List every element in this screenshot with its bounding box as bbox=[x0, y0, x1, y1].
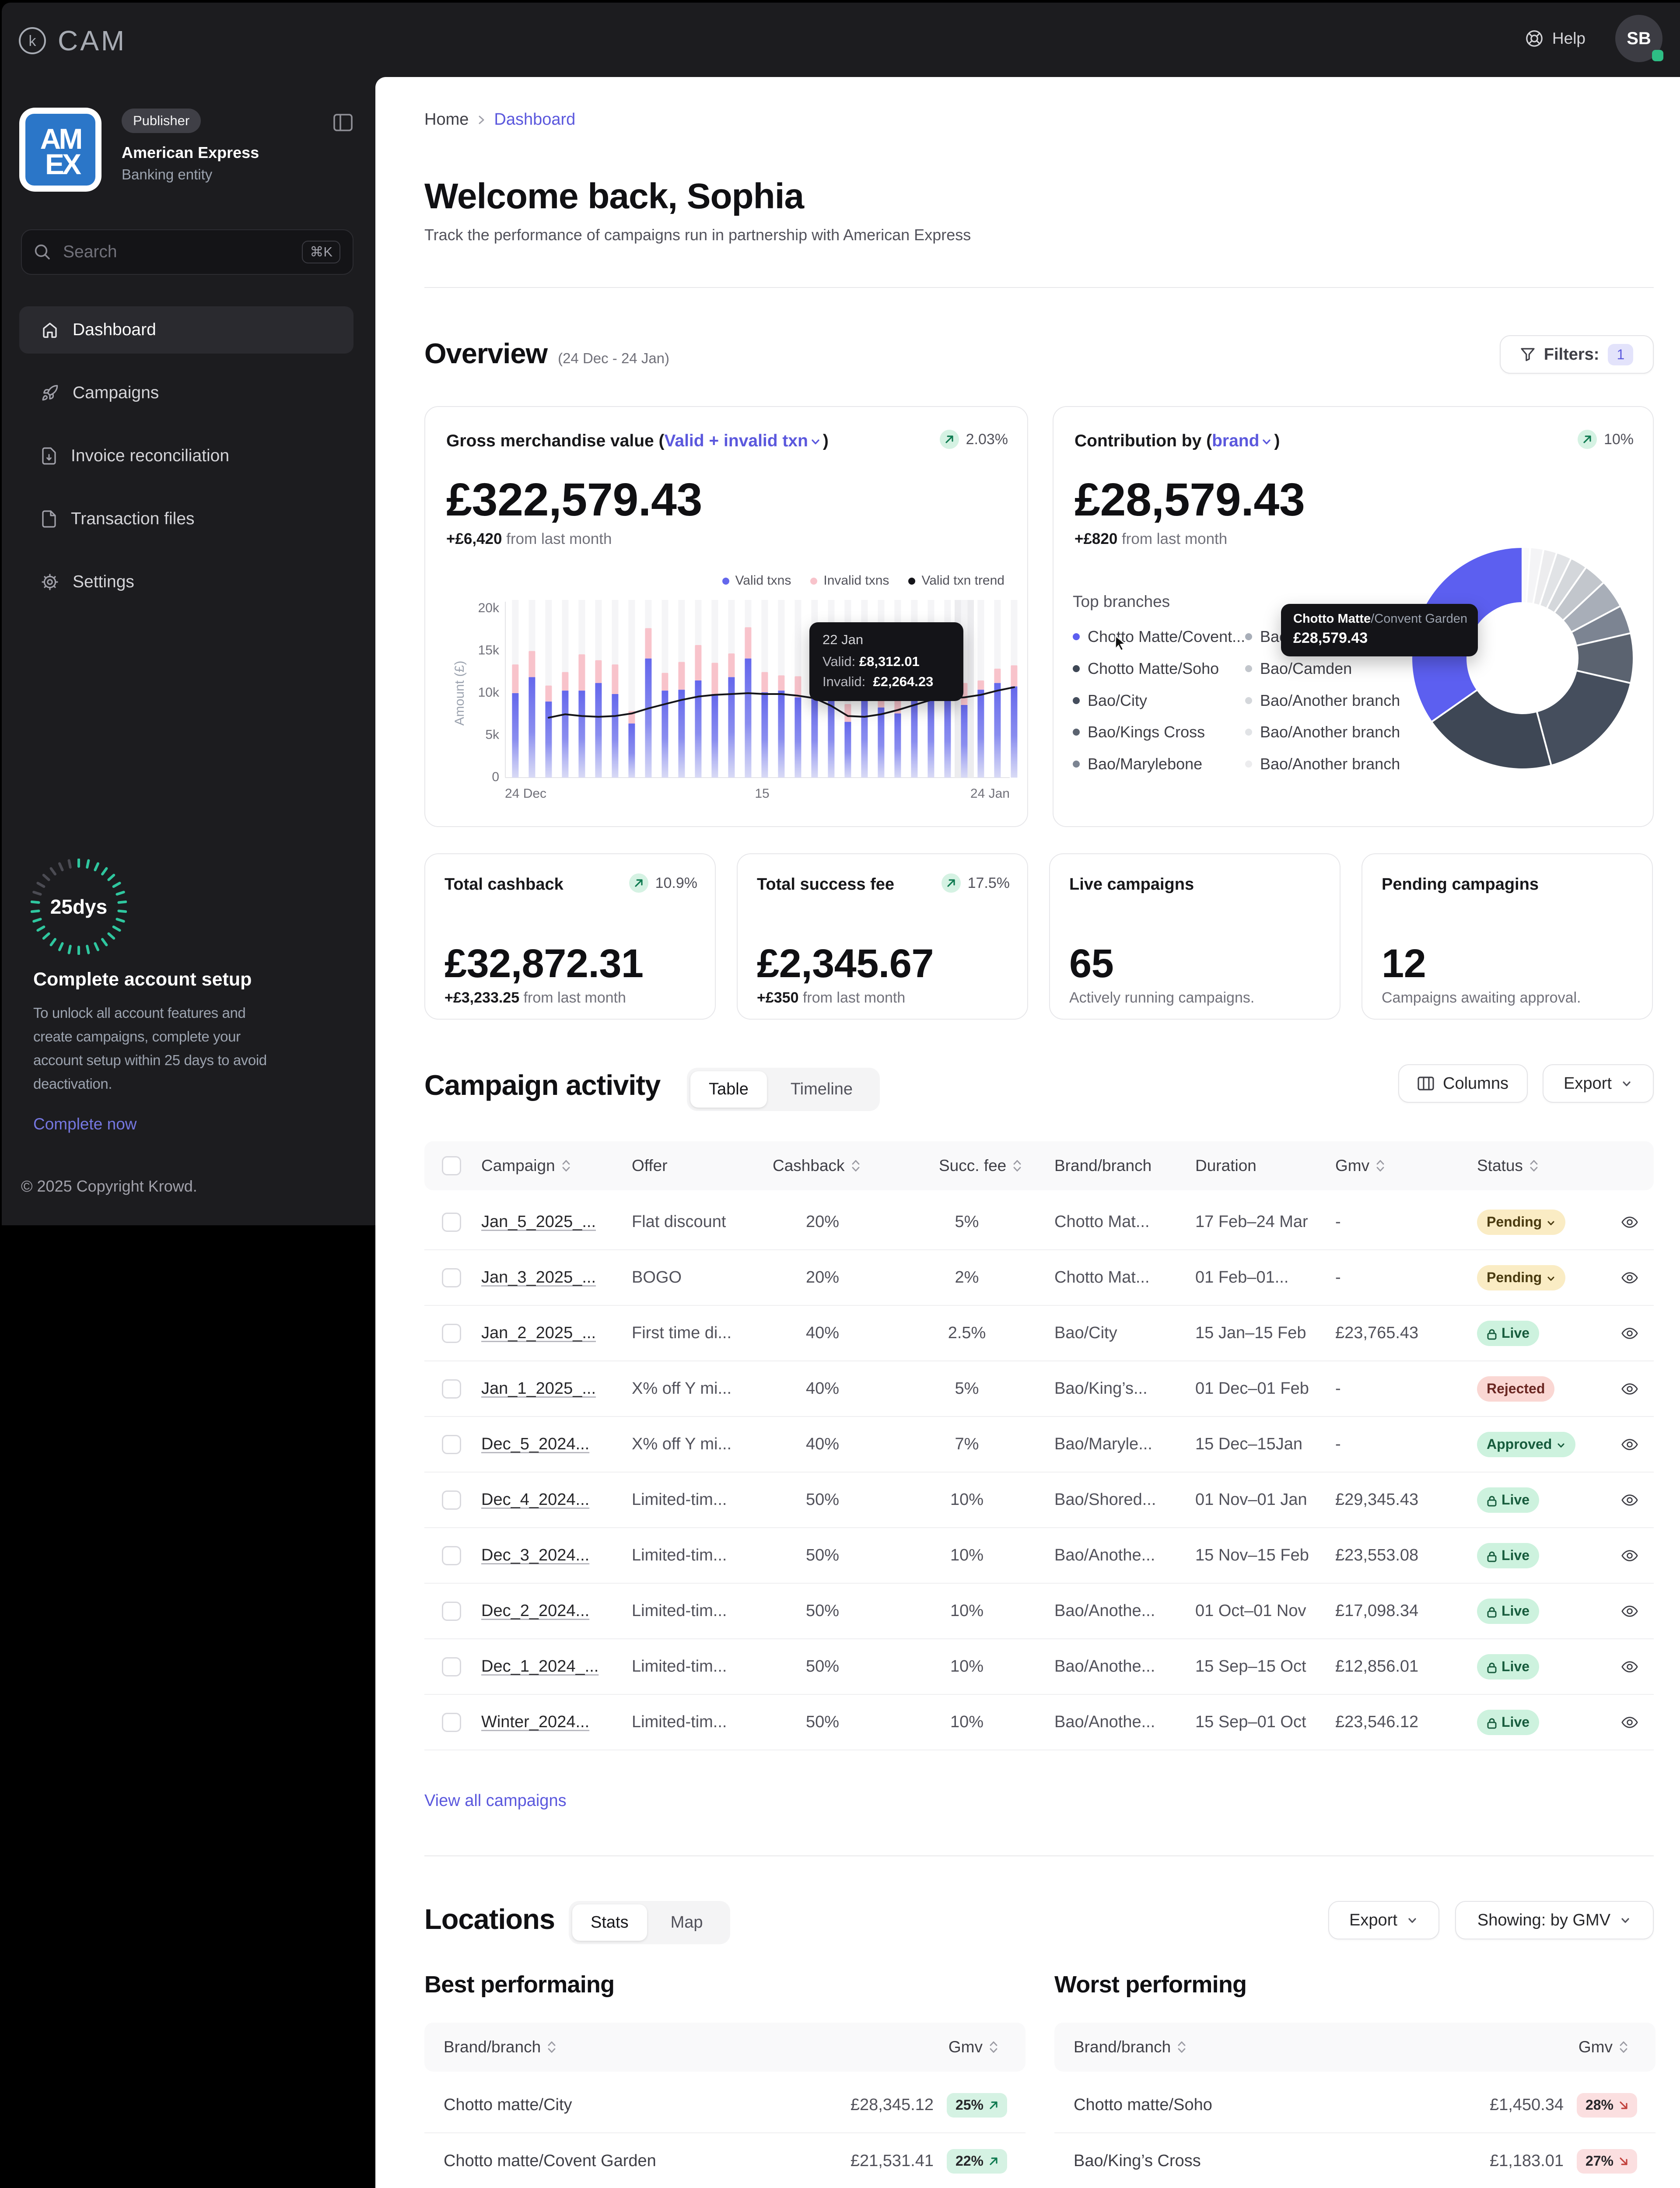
svg-text:24 Dec: 24 Dec bbox=[505, 786, 546, 801]
svg-text:k: k bbox=[29, 33, 37, 49]
svg-text:EX: EX bbox=[45, 148, 81, 180]
svg-text:AM: AM bbox=[40, 123, 81, 155]
svg-text:24 Jan: 24 Jan bbox=[970, 786, 1010, 801]
svg-text:5k: 5k bbox=[485, 728, 500, 742]
svg-text:20k: 20k bbox=[478, 601, 500, 615]
svg-text:25dys: 25dys bbox=[50, 895, 107, 918]
svg-text:Amount (£): Amount (£) bbox=[452, 661, 467, 726]
svg-text:0: 0 bbox=[492, 770, 499, 784]
svg-text:15: 15 bbox=[755, 786, 769, 801]
svg-text:10k: 10k bbox=[478, 685, 500, 700]
svg-text:15k: 15k bbox=[478, 643, 500, 658]
